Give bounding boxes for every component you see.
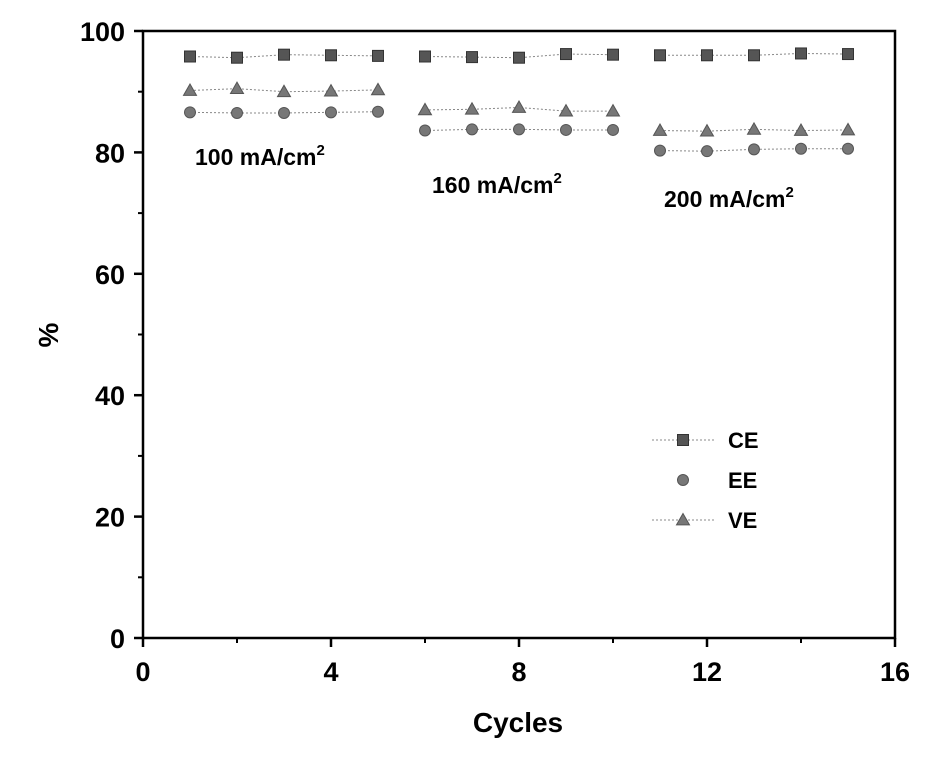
series-layer (182, 47, 856, 158)
data-point-ce (278, 48, 290, 61)
data-point-ve (840, 122, 856, 136)
series-line-ce (189, 54, 379, 59)
series-line-ee (424, 128, 613, 132)
data-point-ve (182, 82, 198, 96)
y-tick-label: 60 (95, 260, 125, 290)
series-line-ve (659, 128, 849, 132)
data-point-ee (372, 105, 384, 118)
data-point-ee (231, 106, 243, 119)
legend-label-ve: VE (728, 508, 757, 533)
x-axis-title: Cycles (473, 707, 563, 738)
data-point-ee (466, 123, 478, 136)
data-point-ve (511, 99, 527, 113)
legend: CE EE VE (652, 428, 759, 533)
series-ce (184, 47, 854, 64)
data-point-ve (605, 103, 621, 117)
data-point-ce (560, 48, 572, 61)
data-point-ce (842, 48, 854, 61)
data-point-ee (795, 142, 807, 155)
y-tick-label: 0 (110, 624, 125, 654)
annotation-layer: 100 mA/cm2 160 mA/cm2 200 mA/cm2 (195, 142, 794, 212)
data-point-ce (513, 51, 525, 64)
y-tick-label: 80 (95, 138, 125, 168)
data-point-ee (278, 106, 290, 119)
data-point-ee (513, 123, 525, 136)
annotation-160: 160 mA/cm2 (432, 170, 562, 198)
data-point-ce (466, 51, 478, 64)
y-tick-label: 20 (95, 503, 125, 533)
x-tick-label: 12 (692, 657, 722, 687)
data-point-ve (229, 81, 245, 95)
legend-marker-ee (677, 474, 689, 486)
data-point-ee (607, 123, 619, 136)
data-point-ve (464, 101, 480, 115)
y-tick-label: 40 (95, 381, 125, 411)
data-point-ce (654, 49, 666, 62)
legend-marker-ce (677, 434, 689, 446)
legend-marker-ve (675, 512, 691, 526)
series-line-ve (424, 106, 613, 112)
plot-frame (141, 29, 897, 640)
legend-label-ee: EE (728, 468, 757, 493)
data-point-ve (699, 123, 715, 137)
data-point-ve (370, 82, 386, 96)
series-ve (182, 81, 856, 137)
data-point-ee (419, 124, 431, 137)
data-point-ee (842, 142, 854, 155)
data-point-ee (654, 144, 666, 157)
data-point-ve (558, 103, 574, 117)
y-tick-label: 100 (80, 17, 125, 47)
data-point-ce (184, 50, 196, 63)
y-axis-title: % (33, 322, 64, 347)
series-line-ee (189, 111, 379, 114)
data-point-ve (417, 102, 433, 116)
plot-area: 0 4 8 12 16 0 20 40 60 80 100 (80, 17, 910, 687)
series-line-ve (189, 88, 379, 93)
data-point-ve (793, 123, 809, 136)
annotation-200: 200 mA/cm2 (664, 184, 794, 212)
data-point-ee (325, 106, 337, 119)
data-point-ce (372, 49, 384, 62)
legend-label-ce: CE (728, 428, 759, 453)
data-point-ee (748, 143, 760, 156)
series-line-ce (424, 53, 614, 59)
series-line-ee (659, 148, 848, 152)
data-point-ee (701, 145, 713, 158)
data-point-ce (231, 51, 243, 64)
data-point-ce (419, 50, 431, 63)
data-point-ce (607, 48, 619, 61)
data-point-ve (746, 121, 762, 135)
x-tick-label: 4 (323, 657, 338, 687)
annotation-100: 100 mA/cm2 (195, 142, 325, 170)
series-ee (184, 105, 854, 158)
data-point-ee (184, 106, 196, 119)
data-point-ve (276, 84, 292, 98)
data-point-ve (323, 83, 339, 97)
x-tick-label: 16 (880, 657, 910, 687)
data-point-ee (560, 123, 572, 136)
x-tick-label: 0 (135, 657, 150, 687)
data-point-ce (325, 49, 337, 62)
data-point-ce (795, 47, 807, 60)
data-point-ve (652, 123, 668, 136)
data-point-ce (748, 49, 760, 62)
x-tick-label: 8 (511, 657, 526, 687)
data-point-ce (701, 49, 713, 62)
